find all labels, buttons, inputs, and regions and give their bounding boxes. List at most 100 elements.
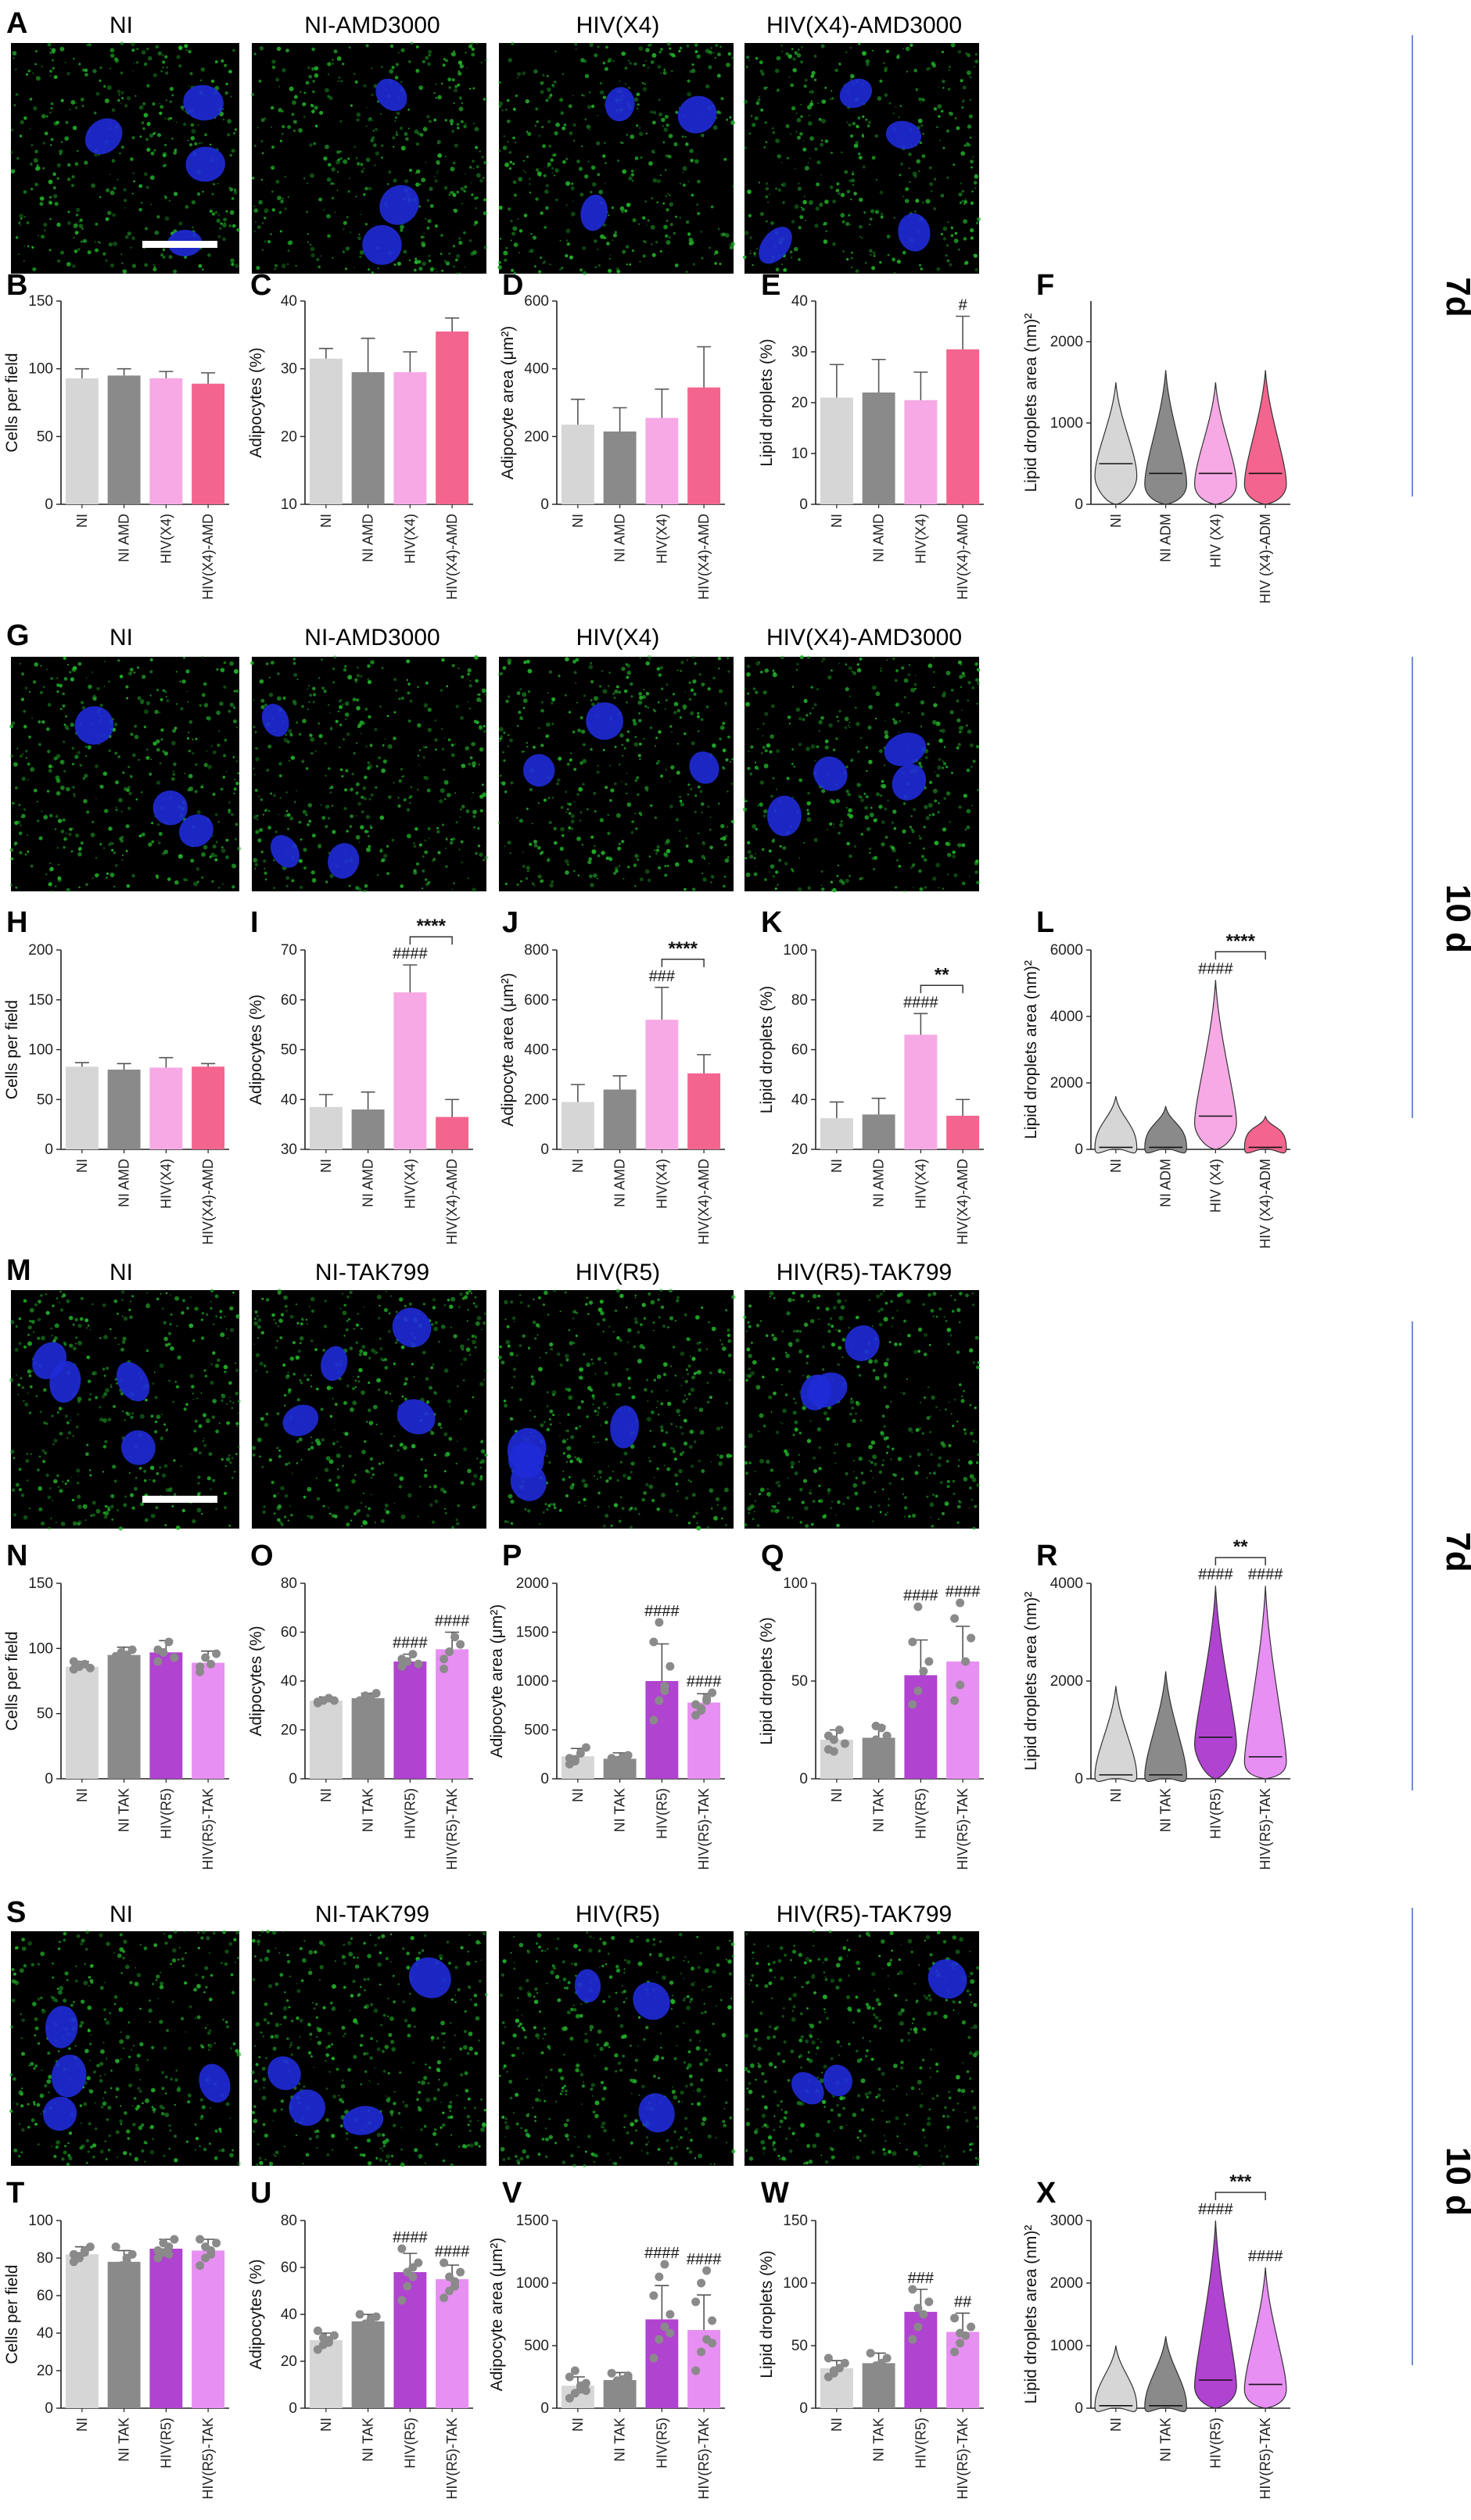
lipid-speckle — [617, 160, 620, 162]
lipid-speckle — [747, 692, 750, 695]
lipid-speckle — [642, 216, 646, 220]
lipid-speckle — [652, 110, 657, 115]
lipid-speckle — [972, 156, 974, 158]
lipid-speckle — [850, 256, 853, 260]
lipid-speckle — [744, 1461, 748, 1465]
lipid-speckle — [616, 269, 621, 274]
lipid-speckle — [693, 1440, 697, 1443]
lipid-speckle — [645, 788, 649, 792]
lipid-speckle — [257, 815, 259, 817]
lipid-speckle — [472, 815, 476, 819]
lipid-speckle — [826, 1417, 831, 1421]
lipid-speckle — [756, 1524, 760, 1527]
lipid-speckle — [868, 704, 873, 710]
lipid-speckle — [183, 656, 185, 659]
lipid-speckle — [782, 1408, 787, 1414]
lipid-speckle — [605, 1361, 607, 1364]
lipid-speckle — [473, 123, 475, 124]
lipid-speckle — [168, 199, 171, 202]
lipid-speckle — [23, 190, 27, 194]
lipid-speckle — [903, 696, 906, 699]
lipid-speckle — [835, 737, 838, 740]
lipid-speckle — [401, 776, 404, 778]
lipid-speckle — [634, 1320, 638, 1325]
lipid-speckle — [63, 1341, 66, 1345]
lipid-speckle — [650, 110, 654, 114]
lipid-speckle — [554, 168, 559, 173]
lipid-speckle — [813, 54, 817, 58]
lipid-speckle — [641, 1497, 646, 1502]
lipid-speckle — [685, 142, 689, 146]
lipid-speckle — [43, 1388, 47, 1392]
lipid-speckle — [816, 1306, 820, 1310]
lipid-speckle — [683, 1418, 687, 1423]
lipid-speckle — [447, 77, 452, 82]
lipid-speckle — [969, 876, 971, 877]
lipid-speckle — [788, 54, 792, 59]
lipid-speckle — [820, 203, 823, 205]
lipid-speckle — [159, 1363, 164, 1368]
lipid-speckle — [942, 693, 946, 697]
lipid-speckle — [570, 819, 575, 824]
lipid-speckle — [465, 1413, 466, 1415]
lipid-speckle — [203, 762, 208, 768]
lipid-speckle — [690, 688, 694, 692]
lipid-speckle — [394, 120, 396, 122]
lipid-speckle — [522, 1334, 526, 1339]
lipid-speckle — [400, 228, 404, 232]
lipid-speckle — [625, 245, 630, 249]
lipid-speckle — [621, 840, 625, 844]
lipid-speckle — [935, 1315, 938, 1318]
lipid-speckle — [796, 53, 802, 58]
lipid-speckle — [443, 1368, 449, 1373]
lipid-speckle — [214, 813, 218, 816]
lipid-speckle — [749, 236, 752, 239]
lipid-speckle — [634, 885, 637, 887]
lipid-speckle — [399, 1297, 404, 1302]
lipid-speckle — [576, 658, 579, 661]
lipid-speckle — [553, 81, 557, 84]
lipid-speckle — [251, 92, 254, 96]
lipid-speckle — [976, 1483, 980, 1487]
lipid-speckle — [23, 116, 27, 120]
lipid-speckle — [355, 815, 357, 817]
lipid-speckle — [949, 1334, 953, 1337]
lipid-speckle — [730, 120, 735, 125]
lipid-speckle — [274, 1322, 277, 1325]
lipid-speckle — [322, 1349, 325, 1352]
lipid-speckle — [690, 1355, 691, 1357]
lipid-speckle — [594, 810, 597, 813]
lipid-speckle — [41, 1335, 45, 1341]
lipid-speckle — [618, 690, 622, 694]
lipid-speckle — [231, 149, 235, 153]
lipid-speckle — [622, 755, 624, 757]
lipid-speckle — [160, 728, 164, 732]
lipid-speckle — [56, 163, 62, 168]
lipid-speckle — [883, 764, 886, 766]
lipid-speckle — [253, 52, 257, 56]
lipid-speckle — [82, 1504, 88, 1509]
lipid-speckle — [261, 152, 264, 155]
lipid-speckle — [540, 90, 544, 95]
lipid-speckle — [745, 701, 750, 707]
lipid-speckle — [450, 744, 454, 747]
lipid-speckle — [474, 1296, 477, 1299]
lipid-speckle — [173, 269, 178, 274]
lipid-speckle — [228, 186, 231, 188]
lipid-speckle — [777, 1509, 780, 1512]
lipid-speckle — [932, 656, 935, 659]
lipid-speckle — [332, 830, 336, 834]
lipid-speckle — [77, 248, 81, 251]
lipid-speckle — [621, 1507, 625, 1511]
lipid-speckle — [113, 186, 117, 191]
nucleus — [510, 1462, 547, 1501]
lipid-speckle — [355, 195, 357, 198]
lipid-speckle — [907, 1333, 911, 1338]
lipid-speckle — [138, 834, 142, 837]
lipid-speckle — [656, 848, 659, 852]
lipid-speckle — [61, 1295, 64, 1299]
lipid-speckle — [732, 185, 734, 188]
lipid-speckle — [608, 1476, 612, 1480]
lipid-speckle — [15, 1482, 20, 1487]
lipid-speckle — [958, 192, 963, 197]
